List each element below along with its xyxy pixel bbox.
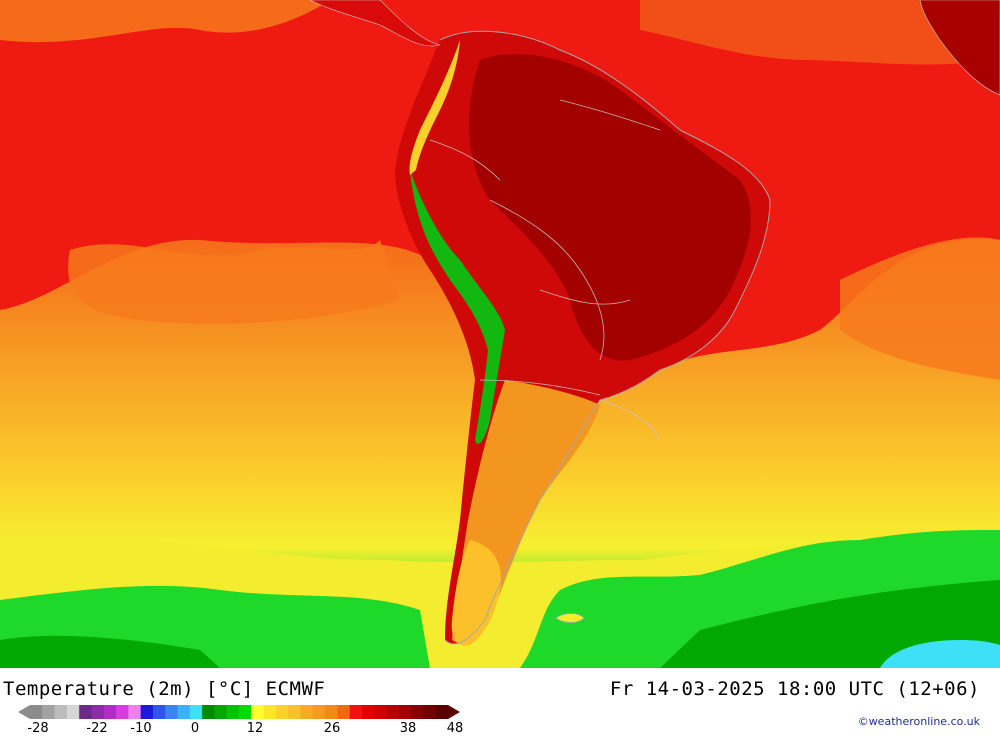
legend-swatch bbox=[165, 705, 178, 719]
legend-swatch bbox=[239, 705, 252, 719]
legend-swatch bbox=[177, 705, 191, 719]
credit-link[interactable]: ©weatheronline.co.uk bbox=[857, 715, 980, 728]
legend-arrow-low bbox=[18, 705, 30, 719]
andes-green bbox=[410, 170, 505, 444]
legend-swatch bbox=[152, 705, 166, 719]
legend-swatch bbox=[214, 705, 228, 719]
legend-swatch bbox=[128, 705, 142, 719]
legend-swatch bbox=[411, 705, 424, 719]
color-legend bbox=[18, 704, 468, 724]
legend-swatch bbox=[398, 705, 412, 719]
legend-swatch bbox=[337, 705, 351, 719]
legend-swatch bbox=[79, 705, 92, 719]
legend-swatch bbox=[435, 705, 449, 719]
legend-swatch bbox=[275, 705, 289, 719]
amazon-hot-core bbox=[469, 54, 751, 361]
valid-time: Fr 14-03-2025 18:00 UTC (12+06) bbox=[609, 678, 980, 700]
temperature-map bbox=[0, 0, 1000, 668]
legend-swatch bbox=[386, 705, 400, 719]
legend-swatch bbox=[91, 705, 105, 719]
map-canvas bbox=[0, 0, 1000, 668]
warm-orange-patches bbox=[0, 0, 1000, 380]
legend-tick: -22 bbox=[86, 721, 108, 736]
legend-tick: 38 bbox=[399, 721, 417, 736]
legend-swatch bbox=[288, 705, 301, 719]
patagonia-yellow bbox=[451, 540, 501, 646]
legend-swatch bbox=[42, 705, 55, 719]
legend-bar bbox=[18, 705, 460, 719]
legend-tick: 48 bbox=[446, 721, 464, 736]
legend-swatch bbox=[374, 705, 387, 719]
map-footer: Temperature (2m) [°C] ECMWF Fr 14-03-202… bbox=[0, 668, 1000, 736]
legend-swatch bbox=[54, 705, 68, 719]
legend-swatch bbox=[300, 705, 314, 719]
legend-swatch bbox=[226, 705, 240, 719]
legend-swatch bbox=[140, 705, 154, 719]
coastline bbox=[439, 30, 771, 645]
legend-swatch bbox=[423, 705, 437, 719]
legend-tick: -10 bbox=[130, 721, 152, 736]
legend-swatch bbox=[30, 705, 43, 719]
falkland-islands bbox=[555, 613, 585, 623]
legend-arrow-high bbox=[448, 705, 460, 719]
legend-swatch bbox=[349, 705, 363, 719]
legend-swatch bbox=[189, 705, 203, 719]
legend-swatch bbox=[66, 705, 80, 719]
legend-swatch bbox=[361, 705, 375, 719]
legend-swatch bbox=[263, 705, 277, 719]
africa-edge-land bbox=[919, 0, 1000, 96]
legend-swatch bbox=[103, 705, 117, 719]
legend-tick: 0 bbox=[190, 721, 200, 736]
dark-green-band bbox=[0, 580, 1000, 668]
orange-ocean-north bbox=[640, 0, 1000, 65]
legend-tick: 12 bbox=[246, 721, 264, 736]
country-borders bbox=[429, 99, 661, 441]
legend-swatch bbox=[312, 705, 326, 719]
andes-yellow-north bbox=[409, 40, 460, 175]
cold-cyan-patch bbox=[880, 640, 1000, 668]
legend-tick: 26 bbox=[323, 721, 341, 736]
central-america-land bbox=[309, 0, 441, 47]
legend-tick: -28 bbox=[27, 721, 49, 736]
legend-swatch bbox=[116, 705, 129, 719]
legend-swatch bbox=[251, 705, 264, 719]
legend-swatch bbox=[325, 705, 338, 719]
map-title: Temperature (2m) [°C] ECMWF bbox=[3, 678, 326, 700]
legend-swatch bbox=[202, 705, 215, 719]
